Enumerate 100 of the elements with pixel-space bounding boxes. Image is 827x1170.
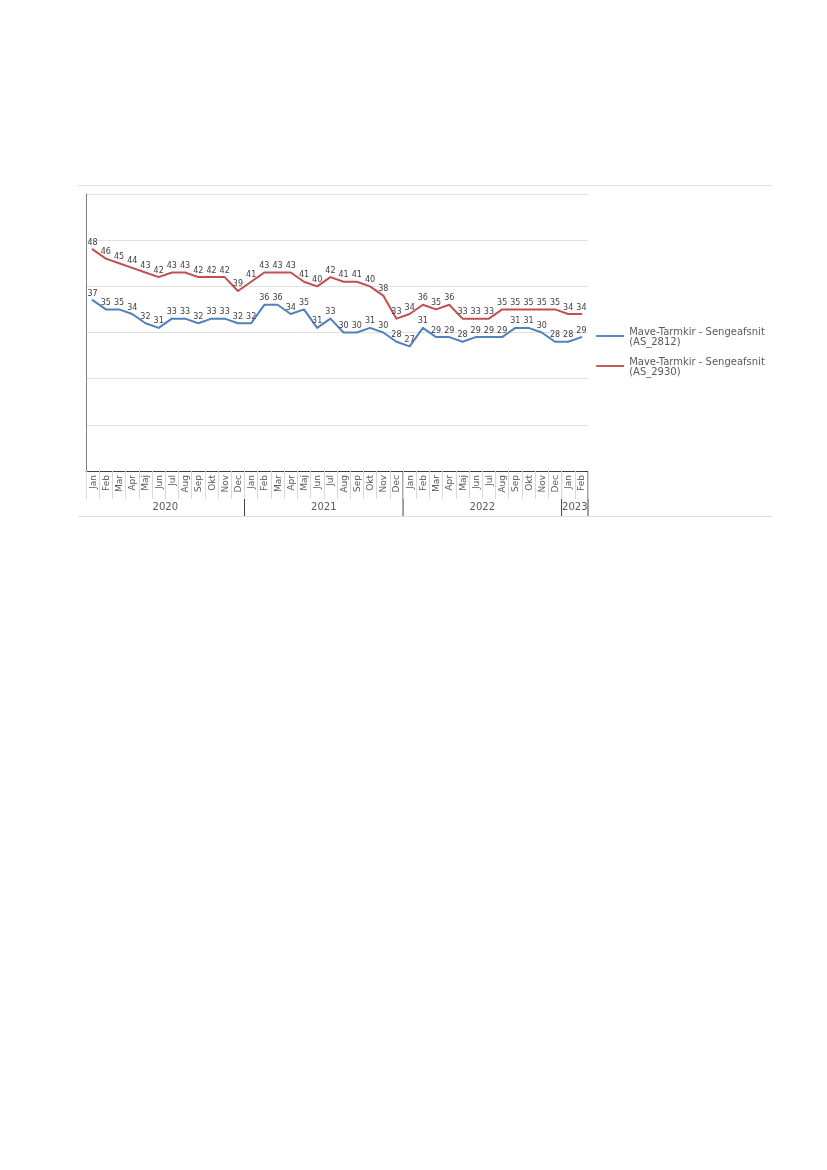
data-label: 29 — [483, 325, 495, 335]
data-label: 32 — [193, 311, 204, 321]
x-tick-label: Sep — [193, 474, 204, 492]
data-label: 41 — [298, 270, 310, 280]
x-tick-label: Jan — [404, 475, 415, 490]
text: 2020 — [152, 500, 178, 512]
x-tick-label: Apr — [444, 474, 455, 491]
data-label: 40 — [312, 274, 323, 284]
x-tick-label: Nov — [219, 474, 230, 493]
data-label: 27 — [404, 334, 415, 344]
data-label: 30 — [338, 321, 349, 330]
text: 2022 — [469, 500, 496, 512]
x-tick-label: Dec — [391, 474, 402, 493]
data-label: 31 — [364, 316, 376, 326]
data-label: 36 — [444, 293, 455, 303]
data-label: 43 — [140, 260, 151, 270]
data-label: 33 — [179, 307, 191, 317]
data-label: 33 — [483, 307, 495, 317]
data-label: 42 — [325, 265, 336, 275]
data-label: 35 — [298, 297, 310, 307]
x-tick-label: Dec — [549, 474, 560, 493]
x-tick-label: Jun — [312, 475, 323, 491]
data-label: 42 — [219, 265, 230, 275]
data-label: 28 — [563, 330, 574, 340]
data-label: 41 — [338, 270, 349, 280]
x-tick-label: Nov — [378, 474, 389, 493]
data-label: 33 — [457, 307, 468, 317]
data-label: 48 — [87, 237, 98, 247]
x-tick-label: Feb — [576, 474, 587, 491]
x-tick-label: Mar — [114, 474, 125, 492]
data-label: 43 — [179, 260, 191, 270]
data-label: 34 — [285, 302, 296, 312]
data-label: 35 — [549, 297, 561, 307]
x-tick-label: Okt — [206, 474, 217, 491]
x-tick-label: Mar — [431, 474, 442, 492]
x-tick-label: Sep — [510, 474, 521, 492]
x-tick-label: Apr — [127, 474, 138, 491]
x-tick-label: Sep — [351, 474, 362, 492]
x-tick-label: Dec — [232, 474, 243, 493]
data-label: 35 — [510, 297, 521, 307]
x-tick-label: Aug — [180, 475, 191, 493]
data-label: 29 — [576, 325, 587, 335]
data-label: 34 — [404, 302, 415, 312]
data-label: 31 — [417, 316, 428, 326]
x-tick-label: Jun — [153, 475, 164, 491]
text: 2023 — [562, 500, 588, 512]
x-tick-label: Nov — [536, 474, 547, 493]
data-label: 31 — [523, 316, 534, 326]
x-tick-label: Okt — [365, 474, 376, 491]
data-label: 35 — [113, 297, 125, 307]
data-label: 36 — [417, 293, 428, 303]
data-label: 28 — [549, 330, 561, 340]
x-tick-label: Jan — [563, 475, 574, 490]
data-label: 44 — [127, 256, 138, 266]
x-tick-label: Okt — [523, 474, 534, 491]
data-label: 29 — [470, 325, 481, 335]
data-label: 31 — [510, 316, 521, 326]
data-label: 43 — [285, 260, 296, 270]
legend-label: Mave-Tarmkir - Sengeafsnit (AS_2930) — [629, 355, 769, 378]
data-label: 28 — [391, 330, 402, 340]
data-label: 31 — [153, 316, 164, 326]
data-label: 32 — [140, 311, 151, 321]
x-tick-label: Maj — [140, 475, 151, 491]
data-label: 46 — [100, 247, 111, 257]
x-tick-label: Aug — [497, 475, 508, 493]
x-tick-label: Feb — [100, 474, 111, 491]
data-label: 43 — [259, 260, 270, 270]
data-label: 34 — [576, 302, 587, 312]
data-label: 29 — [444, 325, 455, 335]
data-label: 38 — [378, 284, 389, 294]
data-label: 35 — [536, 297, 547, 307]
data-label: 33 — [219, 307, 230, 317]
data-label: 32 — [232, 311, 244, 321]
data-label: 41 — [246, 270, 257, 280]
data-label: 40 — [364, 274, 376, 284]
data-label: 30 — [536, 321, 547, 330]
x-tick-label: Maj — [298, 475, 309, 491]
x-tick-label: Aug — [338, 475, 349, 493]
data-label: 28 — [457, 330, 468, 340]
x-tick-label: Jan — [87, 475, 98, 490]
data-label: 29 — [430, 325, 442, 335]
data-label: 32 — [246, 311, 257, 321]
data-label: 42 — [193, 265, 204, 275]
data-label: 45 — [113, 251, 125, 261]
data-label: 43 — [272, 260, 283, 270]
data-label: 34 — [127, 302, 138, 312]
data-label: 43 — [166, 260, 177, 270]
data-label: 36 — [259, 293, 270, 303]
data-label: 41 — [351, 270, 362, 280]
data-label: 30 — [351, 321, 362, 330]
data-label: 37 — [87, 288, 98, 298]
data-label: 30 — [378, 321, 389, 330]
x-tick-label: Jan — [246, 475, 257, 490]
data-label: 33 — [166, 307, 177, 317]
data-label: 33 — [206, 307, 217, 317]
data-label: 39 — [232, 279, 244, 289]
x-tick-label: Jul — [166, 475, 177, 487]
data-label: 35 — [430, 297, 442, 307]
data-label: 42 — [206, 265, 217, 275]
data-label: 31 — [312, 316, 323, 326]
